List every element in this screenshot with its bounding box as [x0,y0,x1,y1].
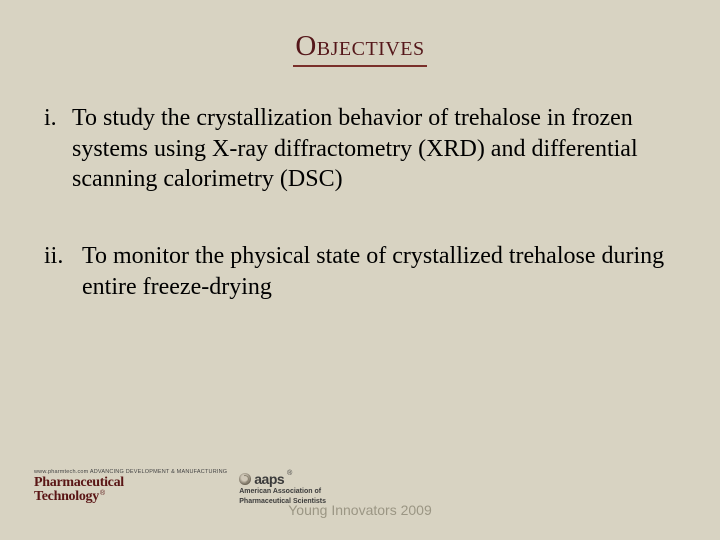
item-text: To monitor the physical state of crystal… [82,241,676,302]
list-item: ii. To monitor the physical state of cry… [44,241,676,302]
logo-bar: www.pharmtech.com ADVANCING DEVELOPMENT … [34,470,326,506]
title-container: Objectives [44,30,676,67]
item-numeral: ii. [44,241,82,302]
aaps-word: aaps [254,472,284,486]
footer-text: Young Innovators 2009 [0,502,720,518]
slide-title: Objectives [293,30,426,67]
pharmtech-line1-row: Pharmaceutical [34,476,227,490]
item-text: To study the crystallization behavior of… [72,103,676,195]
pharmtech-registered: ® [100,490,105,497]
aaps-registered: ® [287,470,292,477]
objectives-list: i. To study the crystallization behavior… [44,103,676,303]
aaps-top-row: aaps ® [239,472,326,486]
list-item: i. To study the crystallization behavior… [44,103,676,195]
pharmtech-logo: www.pharmtech.com ADVANCING DEVELOPMENT … [34,470,227,505]
aaps-subtitle-1: American Association of [239,488,326,496]
item-numeral: i. [44,103,72,195]
pharmtech-word1: Pharmaceutical [34,476,124,490]
aaps-logo: aaps ® American Association of Pharmaceu… [239,470,326,506]
slide: Objectives i. To study the crystallizati… [0,0,720,540]
aaps-swirl-icon [239,473,251,485]
